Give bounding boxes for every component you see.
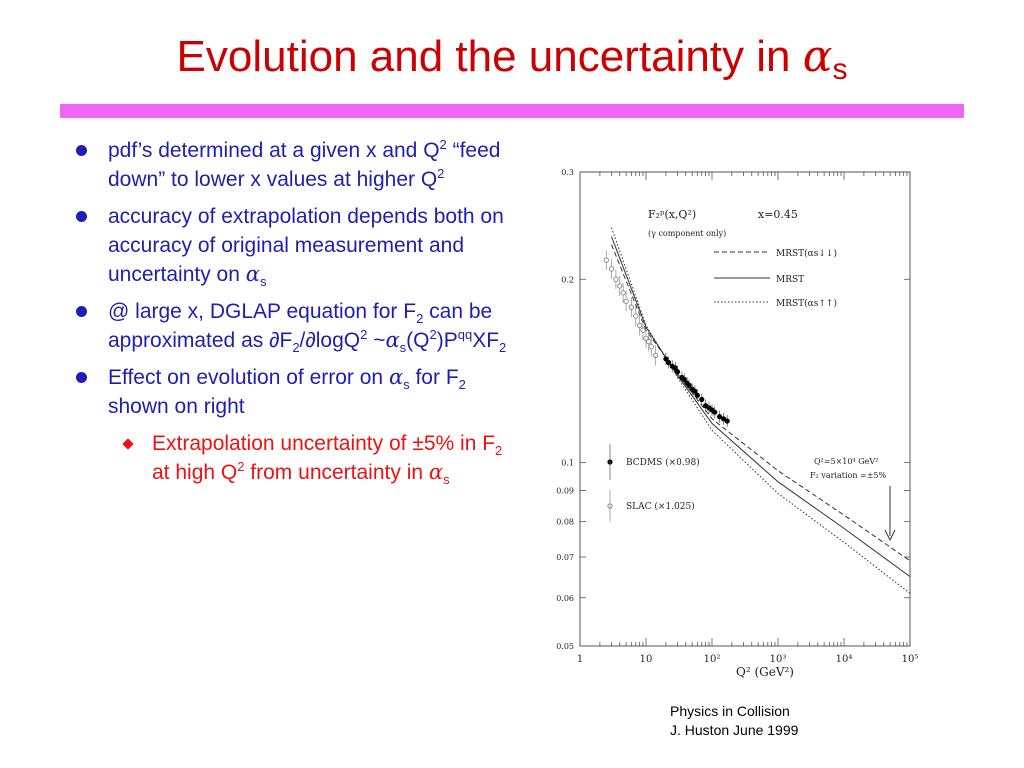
slac-point (653, 352, 659, 358)
legend-label: MRST(αs↑↑) (776, 298, 837, 309)
legend-label: MRST(αs↓↓) (776, 248, 837, 259)
series-line-1 (611, 236, 911, 578)
x-tick-label: 1 (577, 654, 583, 665)
x-tick-label: 10⁴ (836, 654, 853, 665)
legend-slac-label: SLAC (×1.025) (626, 501, 695, 512)
slac-point (648, 344, 654, 350)
diamond-bullet-icon (122, 438, 134, 450)
slac-point (613, 276, 619, 282)
bullet-item: Effect on evolution of error on αs for F… (68, 363, 508, 421)
x-tick-label: 10³ (770, 654, 787, 665)
slac-point (617, 283, 623, 289)
bcdms-point (663, 356, 669, 362)
bcdms-point (716, 414, 723, 420)
bullet-dot-icon (76, 211, 87, 222)
slac-point (640, 327, 646, 333)
f2-evolution-plot: 1 10 10² 10³ 10⁴ 10⁵ Q² (GeV²) 0.05 0.06 0.07 0.08… (544, 160, 944, 680)
inset-note: (γ component only) (648, 229, 726, 238)
footer-credit: Physics in Collision J. Huston June 1999 (670, 702, 798, 740)
series-line-2 (611, 227, 911, 594)
title-alpha: α (802, 31, 833, 82)
bcdms-point (665, 359, 672, 366)
bullet-dot-icon (76, 145, 87, 156)
bullet-text: @ large x, DGLAP equation for F2 can be … (108, 300, 507, 356)
bcdms-point (712, 409, 718, 415)
x-tick-label: 10² (704, 654, 721, 665)
legend-bcdms-label: BCDMS (×0.98) (626, 457, 700, 468)
bullet-item: accuracy of extrapolation depends both o… (68, 202, 508, 289)
y-tick-label: 0.07 (556, 553, 574, 562)
slac-point (633, 313, 639, 319)
bullet-item: @ large x, DGLAP equation for F2 can be … (68, 297, 508, 355)
y-tick-label: 0.3 (561, 168, 574, 177)
bullet-dot-icon (76, 372, 87, 383)
bullet-text: accuracy of extrapolation depends both o… (108, 205, 504, 290)
plot-frame (579, 171, 911, 647)
bcdms-point (699, 396, 705, 403)
slac-point (637, 322, 643, 328)
bullet-list: pdf’s determined at a given x and Q2 “fe… (68, 136, 508, 487)
bcdms-point (681, 376, 687, 382)
bcdms-point (692, 388, 698, 394)
bullet-dot-icon (76, 306, 87, 317)
bcdms-point (724, 418, 730, 424)
sub-bullet-item: Extrapolation uncertainty of ±5% in F2 a… (122, 429, 508, 487)
slac-point (646, 339, 652, 345)
inset-variation-note: F₂ variation =±5% (810, 471, 887, 480)
plot-svg: 1 10 10² 10³ 10⁴ 10⁵ Q² (GeV²) 0.05 0.06 0.07 0.08… (556, 168, 919, 679)
x-axis-label: Q² (GeV²) (736, 665, 794, 679)
bullet-text: pdf’s determined at a given x and Q2 “fe… (108, 137, 501, 191)
bullet-text: Effect on evolution of error on αs for F… (108, 365, 466, 418)
slac-point (623, 298, 629, 304)
legend-label: MRST (776, 275, 804, 285)
bcdms-point (694, 392, 700, 398)
title-underline-bar (60, 104, 964, 118)
inset-x-value: x=0.45 (758, 208, 798, 221)
slac-point (620, 290, 626, 296)
inset-f2-label: F₂ᵖ(x,Q²) (648, 208, 696, 221)
slide-title: Evolution and the uncertainty in αs (0, 30, 1024, 97)
slac-point (603, 257, 609, 263)
x-tick-label: 10⁵ (902, 654, 919, 665)
bullet-item: pdf’s determined at a given x and Q2 “fe… (68, 136, 508, 194)
y-tick-label: 0.1 (561, 459, 574, 468)
slac-point (608, 266, 615, 272)
bcdms-point (674, 369, 681, 375)
y-tick-label: 0.06 (556, 594, 574, 603)
y-tick-label: 0.05 (556, 642, 574, 651)
y-tick-label: 0.08 (556, 518, 574, 527)
slac-point (628, 304, 634, 310)
x-tick-label: 10 (640, 654, 653, 665)
y-tick-label: 0.09 (556, 487, 574, 496)
slide-title-text: Evolution and the uncertainty in (176, 32, 803, 81)
bcdms-point (686, 382, 692, 388)
footer-line1: Physics in Collision (670, 703, 790, 719)
title-subscript: s (832, 53, 848, 86)
footer-line2: J. Huston June 1999 (670, 722, 799, 738)
inset-q2-note: Q²=5×10⁴ GeV² (814, 457, 878, 466)
series-line-0 (611, 244, 911, 562)
y-tick-label: 0.2 (561, 275, 574, 284)
arrow-icon (884, 529, 896, 542)
slac-point (643, 335, 649, 341)
